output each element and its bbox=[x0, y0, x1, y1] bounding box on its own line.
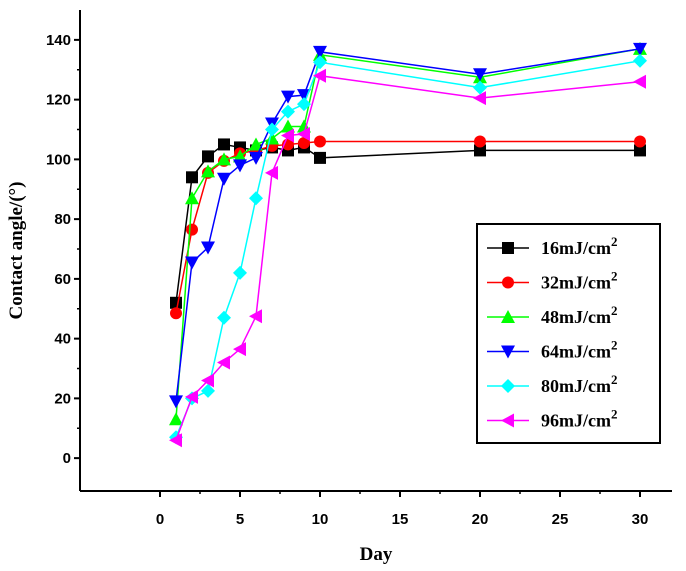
data-point-marker bbox=[217, 172, 231, 186]
data-point-marker bbox=[249, 191, 263, 206]
data-point-marker bbox=[233, 342, 246, 357]
legend-item: 16mJ/cm2 bbox=[487, 234, 617, 258]
x-tick-label: 20 bbox=[472, 511, 489, 528]
legend-item: 96mJ/cm2 bbox=[487, 407, 617, 431]
series-line bbox=[175, 140, 640, 314]
data-point-marker bbox=[186, 171, 198, 184]
data-point-marker bbox=[501, 413, 514, 428]
data-point-marker bbox=[185, 389, 198, 404]
data-point-marker bbox=[249, 309, 262, 324]
y-tick-label: 60 bbox=[54, 271, 71, 288]
data-point-marker bbox=[170, 296, 182, 309]
data-point-marker bbox=[185, 191, 199, 205]
data-point-marker bbox=[265, 165, 278, 180]
x-tick-label: 30 bbox=[632, 511, 649, 528]
data-point-marker bbox=[313, 55, 327, 70]
data-point-marker bbox=[633, 53, 647, 68]
x-tick-label: 15 bbox=[392, 511, 409, 528]
data-point-marker bbox=[313, 45, 327, 59]
data-point-marker bbox=[297, 89, 311, 103]
data-point-marker bbox=[201, 383, 215, 398]
data-point-marker bbox=[201, 373, 214, 388]
data-point-marker bbox=[634, 144, 646, 157]
data-point-marker bbox=[281, 104, 295, 119]
data-point-marker bbox=[249, 151, 263, 165]
data-point-marker bbox=[217, 310, 231, 325]
data-point-marker bbox=[218, 138, 230, 151]
legend-box bbox=[476, 223, 661, 444]
data-point-marker bbox=[201, 164, 215, 178]
series-line bbox=[175, 74, 641, 441]
legend-item: 80mJ/cm2 bbox=[487, 372, 617, 396]
legend-label: 80mJ/cm2 bbox=[541, 372, 617, 396]
data-point-marker bbox=[314, 135, 326, 148]
data-point-marker bbox=[502, 242, 514, 254]
data-point-marker bbox=[281, 128, 294, 143]
data-point-marker bbox=[634, 135, 646, 148]
data-point-marker bbox=[169, 412, 183, 426]
data-point-marker bbox=[233, 265, 247, 280]
data-point-marker bbox=[265, 122, 279, 137]
series-line bbox=[175, 48, 641, 402]
y-tick-label: 80 bbox=[54, 211, 71, 228]
data-point-marker bbox=[169, 433, 182, 448]
data-point-marker bbox=[265, 131, 279, 145]
data-point-marker bbox=[217, 355, 230, 370]
legend-item: 48mJ/cm2 bbox=[487, 303, 617, 327]
data-point-marker bbox=[501, 345, 515, 359]
data-point-marker bbox=[473, 80, 487, 95]
data-point-marker bbox=[633, 42, 647, 56]
y-tick-label: 140 bbox=[46, 32, 71, 49]
data-point-marker bbox=[202, 150, 214, 163]
data-point-marker bbox=[249, 137, 263, 151]
legend-label: 64mJ/cm2 bbox=[541, 338, 617, 362]
x-tick-label: 25 bbox=[552, 511, 569, 528]
series-6 bbox=[169, 68, 646, 448]
series-4 bbox=[169, 42, 647, 409]
data-point-marker bbox=[233, 149, 247, 163]
data-point-marker bbox=[297, 126, 310, 141]
data-point-marker bbox=[170, 307, 182, 320]
data-point-marker bbox=[185, 256, 199, 270]
data-point-marker bbox=[314, 151, 326, 164]
y-tick-label: 40 bbox=[54, 331, 71, 348]
data-point-marker bbox=[186, 223, 198, 236]
data-point-marker bbox=[502, 276, 514, 289]
data-point-marker bbox=[633, 74, 646, 89]
data-point-marker bbox=[233, 159, 247, 173]
legend-item: 32mJ/cm2 bbox=[487, 269, 617, 293]
x-tick-label: 5 bbox=[236, 511, 244, 528]
data-point-marker bbox=[281, 119, 295, 133]
y-tick-label: 100 bbox=[46, 151, 71, 168]
x-tick-label: 0 bbox=[156, 511, 164, 528]
data-point-marker bbox=[474, 135, 486, 148]
data-point-marker bbox=[473, 68, 487, 82]
legend-label: 48mJ/cm2 bbox=[541, 303, 617, 327]
data-point-marker bbox=[313, 68, 326, 83]
data-point-marker bbox=[281, 90, 295, 104]
legend-label: 96mJ/cm2 bbox=[541, 407, 617, 431]
data-point-marker bbox=[297, 97, 311, 112]
legend-label: 32mJ/cm2 bbox=[541, 269, 617, 293]
y-tick-label: 0 bbox=[63, 450, 71, 467]
data-point-marker bbox=[201, 241, 215, 255]
y-axis-title: Contact angle/(°) bbox=[6, 182, 27, 320]
y-tick-label: 20 bbox=[54, 390, 71, 407]
data-point-marker bbox=[501, 379, 515, 393]
x-tick-label: 10 bbox=[312, 511, 329, 528]
data-point-marker bbox=[473, 91, 486, 106]
legend-label: 16mJ/cm2 bbox=[541, 234, 617, 258]
data-point-marker bbox=[474, 144, 486, 157]
y-tick-label: 120 bbox=[46, 92, 71, 109]
data-point-marker bbox=[217, 152, 231, 166]
x-axis-title: Day bbox=[360, 544, 393, 565]
legend-item: 64mJ/cm2 bbox=[487, 338, 617, 362]
data-point-marker bbox=[298, 136, 310, 149]
data-point-marker bbox=[501, 310, 515, 323]
data-point-marker bbox=[169, 395, 183, 409]
